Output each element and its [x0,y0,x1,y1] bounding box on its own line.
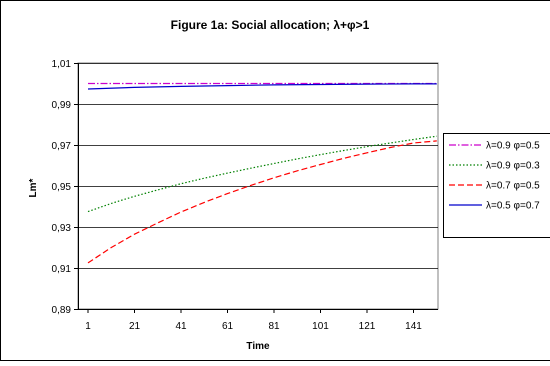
legend-label-1: λ=0.9 φ=0.5 [486,141,540,152]
axes [74,63,438,313]
x-tick-label: 61 [222,321,234,332]
y-tick-label: 0,95 [52,182,72,193]
x-tick-label: 81 [268,321,280,332]
tick-labels: 0,890,910,930,950,970,991,011 21 41 61 81 101… [52,59,423,332]
y-tick-label: 0,91 [52,264,72,275]
legend-label-4: λ=0.5 φ=0.7 [486,201,540,212]
y-axis-label: Lm* [28,178,39,197]
legend-label-2: λ=0.9 φ=0.3 [486,161,540,172]
plot-area [77,62,439,310]
legend-box [443,133,550,238]
y-tick-label: 1,01 [52,59,72,70]
y-tick-label: 0,93 [52,223,72,234]
x-tick-label: 101 [312,321,329,332]
legend-label-3: λ=0.7 φ=0.5 [486,181,540,192]
chart-title: Figure 1a: Social allocation; λ+φ>1 [171,18,370,32]
series-line-3 [87,140,437,264]
legend: λ=0.9 φ=0.5 λ=0.9 φ=0.3 λ=0.7 φ=0.5 λ=0.5 φ… [443,133,550,238]
x-tick-label: 1 [85,321,91,332]
x-tick-label: 41 [175,321,187,332]
x-tick-label: 141 [405,321,422,332]
series-lines [87,82,437,264]
y-tick-label: 0,89 [52,305,72,316]
x-tick-label: 121 [359,321,376,332]
series-line-4 [87,83,437,90]
x-tick-label: 21 [129,321,141,332]
series-line-2 [87,135,437,213]
y-tick-label: 0,99 [52,100,72,111]
y-tick-label: 0,97 [52,141,72,152]
x-axis-label: Time [246,341,270,352]
